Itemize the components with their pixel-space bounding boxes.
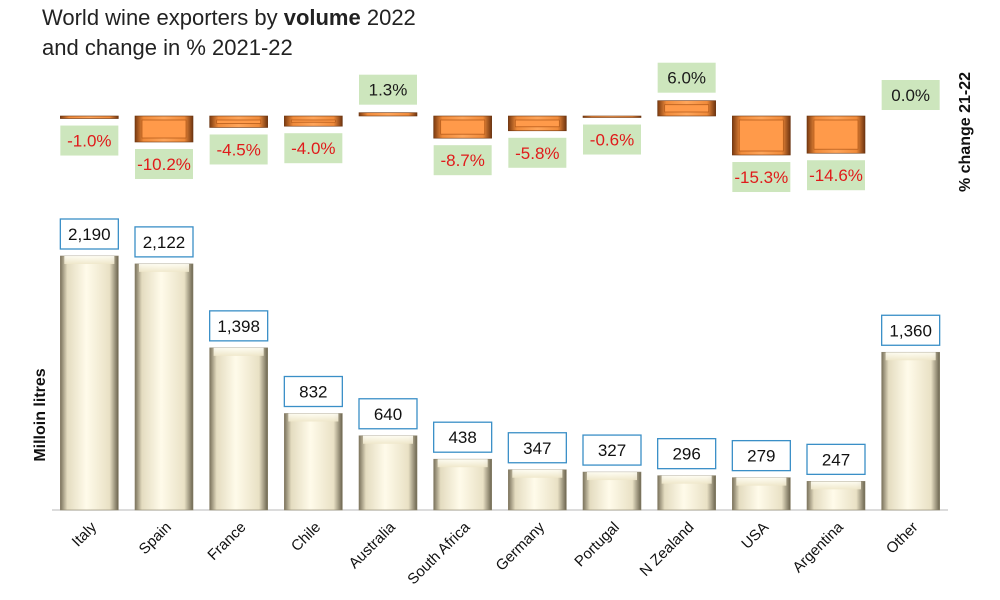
change-value-label: -5.8% (515, 144, 559, 163)
volume-value-label: 296 (672, 445, 700, 464)
change-bar (358, 112, 418, 117)
volume-value-box (433, 421, 493, 453)
volume-value-box (507, 432, 567, 464)
volume-value-label: 2,190 (68, 225, 111, 244)
volume-value-box (881, 314, 941, 346)
volume-bar-top (64, 256, 115, 264)
change-value-label: -4.5% (216, 140, 260, 159)
volume-value-box (731, 439, 791, 472)
volume-bar-top (213, 347, 264, 356)
volume-bar-top (661, 475, 712, 484)
chart-title-line-2: and change in % 2021-22 (42, 35, 293, 60)
change-bar-face (141, 119, 187, 139)
volume-bar-top (139, 263, 189, 272)
volume-bar (209, 347, 268, 511)
change-bar-face (440, 119, 486, 135)
change-value-label: -10.2% (137, 155, 191, 174)
volume-bar (881, 351, 940, 511)
change-bar-face (738, 119, 784, 152)
change-bar-face (216, 119, 262, 124)
volume-bar-top (437, 459, 488, 468)
volume-value-box (134, 226, 194, 258)
volume-value-box (582, 434, 642, 466)
y-axis-title: Milloin litres (32, 368, 49, 461)
change-value-label: -15.3% (734, 168, 788, 187)
category-label: Chile (288, 519, 324, 555)
change-value-label: -8.7% (440, 151, 484, 170)
volume-bar-top (288, 413, 339, 422)
volume-value-label: 832 (299, 383, 327, 402)
volume-bar (60, 255, 119, 511)
change-bar (582, 115, 642, 118)
change-value-box (508, 137, 567, 168)
volume-value-box (283, 375, 343, 408)
volume-value-box (358, 398, 418, 430)
volume-bar-top (363, 435, 413, 444)
volume-value-box (657, 438, 717, 470)
category-label: Argentina (789, 518, 847, 576)
volume-value-label: 347 (523, 439, 551, 458)
category-label: USA (738, 519, 772, 553)
volume-value-label: 2,122 (143, 233, 186, 252)
category-label: Spain (136, 519, 175, 558)
volume-bar-top (885, 352, 936, 361)
change-value-label: -0.6% (590, 131, 634, 150)
volume-bar-top (512, 469, 563, 478)
change-bar-face (290, 119, 336, 123)
change-bar-face (514, 119, 560, 128)
change-value-label: 6.0% (667, 69, 706, 88)
chart-marks: 2,190 Italy -1.0% 2,122 Spain -10.2% 1,398 Fran… (59, 62, 941, 588)
change-value-box (209, 134, 268, 165)
category-label: France (204, 519, 249, 564)
volume-value-box (806, 443, 866, 476)
category-label: Australia (346, 518, 400, 572)
change-value-box (807, 160, 865, 191)
change-value-box (60, 125, 119, 156)
volume-bar-top (736, 477, 787, 486)
volume-bar (284, 413, 343, 511)
change-value-box (583, 124, 641, 155)
change-value-label: -4.0% (291, 139, 335, 158)
volume-value-label: 247 (822, 450, 850, 469)
volume-value-label: 1,360 (889, 321, 932, 340)
volume-bar (433, 458, 492, 511)
volume-bar (134, 263, 194, 511)
volume-bar-top (587, 472, 637, 481)
change-bar-face (813, 119, 859, 150)
volume-value-label: 640 (374, 405, 402, 424)
y2-axis-title: % change 21-22 (957, 72, 974, 192)
change-value-box (433, 145, 492, 176)
change-bar (60, 115, 119, 119)
change-value-label: 1.3% (369, 81, 408, 100)
change-value-label: 0.0% (891, 86, 930, 105)
category-label: Portugal (571, 519, 623, 571)
volume-value-box (209, 310, 269, 342)
change-value-box (881, 80, 940, 110)
change-value-box (135, 149, 193, 180)
category-label: Italy (69, 518, 101, 550)
volume-value-label: 327 (598, 441, 626, 460)
volume-value-label: 438 (448, 428, 476, 447)
change-value-label: -1.0% (67, 132, 111, 151)
change-value-box (284, 133, 343, 164)
volume-bar-top (811, 481, 861, 490)
volume-value-label: 279 (747, 447, 775, 466)
chart-title-line-1: World wine exporters by volume 2022 (42, 5, 416, 30)
change-value-box (657, 62, 716, 93)
category-label: Germany (493, 518, 549, 574)
category-label: South Africa (404, 518, 474, 588)
volume-value-box (59, 218, 119, 250)
change-value-box (732, 162, 791, 193)
change-value-box (359, 74, 417, 105)
change-bar-face (664, 104, 710, 113)
volume-bar (358, 435, 418, 511)
volume-value-label: 1,398 (217, 317, 260, 336)
category-label: N Zealand (637, 519, 698, 580)
change-value-label: -14.6% (809, 166, 863, 185)
category-label: Other (883, 519, 922, 558)
